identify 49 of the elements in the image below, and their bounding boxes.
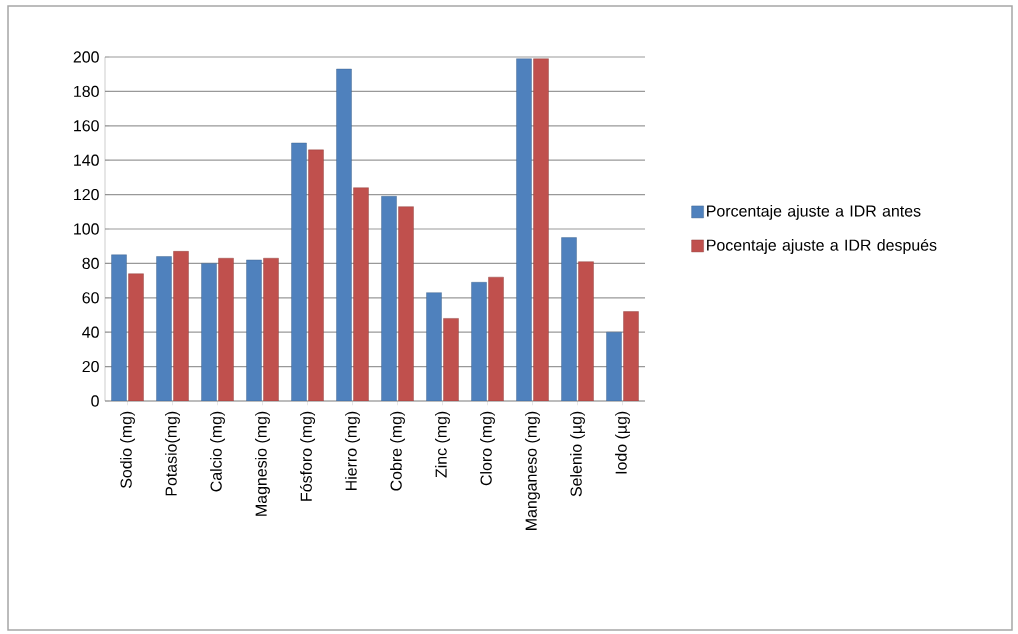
bar [173, 251, 189, 401]
bar [516, 58, 532, 401]
y-tick-label: 200 [73, 51, 99, 63]
x-tick-label: Sodio (mg) [120, 411, 135, 488]
y-tick-label: 80 [82, 257, 99, 270]
x-tick-label: Potasio(mg) [165, 411, 180, 496]
y-tick-label: 140 [74, 154, 99, 166]
bar [606, 331, 622, 401]
x-tick-label: Magnesio (mg) [255, 411, 270, 516]
bar [578, 261, 594, 401]
bar [308, 149, 324, 401]
bar [623, 311, 639, 401]
bar [336, 68, 352, 401]
bar [381, 196, 397, 401]
y-tick-label: 20 [82, 360, 99, 373]
y-tick-label: 180 [74, 85, 99, 98]
bar [156, 256, 172, 401]
x-tick-label: Calcio (mg) [210, 411, 225, 492]
y-tick-label: 120 [74, 188, 99, 201]
bar [488, 276, 504, 401]
x-tick-label: Selenio (µg) [570, 411, 585, 497]
legend-label: Porcentaje ajuste a IDR antes [707, 204, 921, 220]
bar [291, 142, 307, 401]
y-tick-label: 100 [74, 223, 99, 235]
bar [533, 58, 549, 401]
x-tick-label: Hierro (mg) [345, 411, 360, 491]
bar [263, 258, 279, 401]
bar [443, 318, 459, 401]
y-tick-label: 0 [91, 395, 99, 407]
bar [218, 258, 234, 401]
bar [398, 206, 414, 401]
x-tick-label: Iodo (µg) [615, 411, 630, 474]
x-tick-label: Zinc (mg) [435, 411, 450, 478]
bar [111, 254, 127, 401]
bar [246, 259, 262, 401]
x-tick-label: Fósforo (mg) [299, 411, 316, 501]
bar [561, 237, 577, 401]
x-tick-label: Cloro (mg) [480, 411, 495, 486]
y-tick-label: 160 [74, 120, 99, 132]
y-tick-label: 40 [82, 326, 99, 338]
x-tick-label: Manganeso (mg) [525, 411, 540, 530]
bar [201, 263, 217, 401]
y-tick-label: 60 [82, 292, 99, 304]
bar [426, 292, 442, 401]
legend-label: Pocentaje ajuste a IDR después [707, 238, 937, 254]
bar [128, 273, 144, 401]
x-tick-label: Cobre (mg) [390, 411, 405, 491]
bar [471, 282, 487, 401]
bar [353, 187, 369, 401]
